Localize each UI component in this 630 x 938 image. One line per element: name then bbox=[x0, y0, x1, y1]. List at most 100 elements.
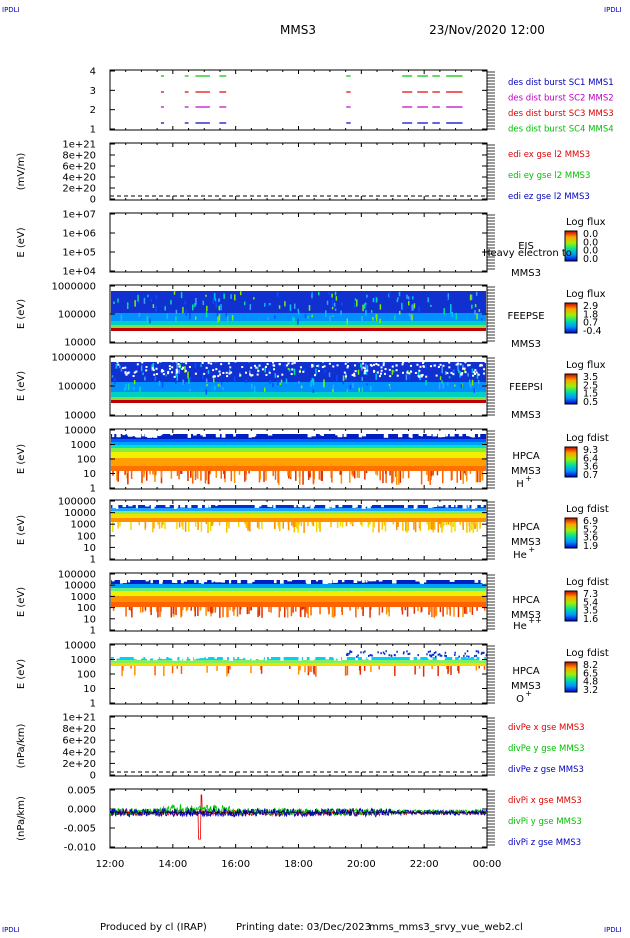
spectrogram-cell bbox=[175, 316, 177, 323]
spectrogram-cell bbox=[384, 522, 387, 532]
spectrogram-gap bbox=[401, 371, 404, 374]
spectrogram-gap bbox=[217, 375, 220, 378]
spectrogram-cell bbox=[300, 607, 302, 618]
spectrogram-cell bbox=[429, 607, 431, 613]
spectrogram-cell bbox=[483, 651, 485, 654]
y-tick-label: -0.005 bbox=[64, 824, 96, 835]
spectrogram-cell bbox=[297, 308, 299, 312]
colorbar-tick-label: 0.0 bbox=[583, 246, 598, 257]
spectrogram-cell bbox=[182, 306, 184, 314]
spectrogram-cell bbox=[363, 666, 366, 671]
spectrogram-gap bbox=[161, 359, 164, 362]
spectrogram-cell bbox=[368, 522, 371, 525]
spectrogram-gap bbox=[425, 375, 428, 378]
colorbar bbox=[564, 661, 578, 693]
spectrogram-cell bbox=[449, 522, 452, 526]
spectrogram-gap bbox=[273, 359, 276, 362]
spectrogram-cell bbox=[141, 471, 143, 484]
spectrogram-gap bbox=[162, 373, 165, 376]
spectrogram-gap bbox=[176, 370, 179, 373]
spectrogram-cell bbox=[233, 607, 235, 616]
spectrogram-gap bbox=[373, 363, 376, 366]
spectrogram-gap bbox=[159, 657, 164, 659]
spectrogram-gap bbox=[383, 372, 386, 375]
spectrogram-gap bbox=[230, 371, 233, 374]
spectrogram-cell bbox=[346, 666, 349, 676]
spectrogram-gap bbox=[332, 580, 338, 583]
spectrogram-cell bbox=[398, 291, 401, 297]
spectrogram-cell bbox=[377, 651, 379, 654]
spectrogram-cell bbox=[380, 652, 382, 655]
spectrogram-cell bbox=[431, 653, 433, 656]
spectrogram-cell bbox=[245, 471, 247, 481]
spectrogram-cell bbox=[206, 383, 208, 387]
spectrogram-gap bbox=[171, 580, 176, 583]
spectrogram-cell bbox=[312, 471, 315, 485]
spectrogram-gap bbox=[455, 363, 458, 366]
spectrogram-cell bbox=[478, 309, 481, 312]
spectrogram-gap bbox=[215, 434, 220, 438]
spectrogram-cell bbox=[223, 471, 225, 475]
spectrogram-cell bbox=[283, 607, 286, 618]
spectrogram-gap bbox=[193, 657, 197, 660]
spectrogram-gap bbox=[479, 363, 482, 366]
spectrogram-cell bbox=[404, 607, 407, 611]
spectrogram-gap bbox=[135, 434, 140, 438]
spectrogram-cell bbox=[392, 471, 395, 482]
spectrogram-cell bbox=[399, 471, 402, 483]
spectrogram-cell bbox=[176, 522, 178, 530]
spectrogram-cell bbox=[205, 522, 208, 525]
spectrogram-gap bbox=[272, 364, 275, 367]
spectrogram-cell bbox=[317, 364, 320, 368]
instrument-label: HPCA bbox=[512, 666, 540, 677]
colorbar-tick-label: 6.4 bbox=[583, 453, 598, 464]
spectrogram-cell bbox=[257, 366, 259, 373]
spectrogram-cell bbox=[214, 298, 217, 302]
y-axis-label: E (eV) bbox=[16, 444, 27, 474]
spectrogram-cell bbox=[259, 666, 262, 670]
spectrogram-gap bbox=[236, 358, 239, 361]
spectrogram-gap bbox=[448, 361, 451, 364]
spectrogram-cell bbox=[226, 522, 229, 526]
spectrogram-cell bbox=[467, 373, 469, 377]
spectrogram-gap bbox=[125, 373, 128, 376]
spectrogram-gap bbox=[141, 434, 145, 437]
species-label: O bbox=[516, 694, 524, 705]
legend-entry: des dist burst SC3 MMS3 bbox=[508, 109, 614, 119]
spectrogram-cell bbox=[307, 315, 310, 319]
spectrogram-gap bbox=[272, 361, 275, 364]
spectrogram-gap bbox=[449, 580, 455, 582]
spectrogram-cell bbox=[437, 653, 440, 656]
spectrogram-gap bbox=[370, 364, 373, 367]
spectrogram-cell bbox=[396, 299, 399, 303]
spectrogram-cell bbox=[267, 317, 269, 320]
spectrogram-gap bbox=[450, 371, 453, 374]
instrument-label: EIS bbox=[518, 241, 534, 252]
spectrogram-cell bbox=[429, 522, 431, 530]
spectrogram-cell bbox=[356, 471, 359, 478]
colorbar-tick-label: 0.5 bbox=[583, 397, 598, 408]
spectrogram-cell bbox=[433, 607, 435, 618]
spectrogram-cell bbox=[463, 607, 466, 614]
spectrogram-cell bbox=[165, 374, 167, 377]
spectrogram-cell bbox=[444, 654, 446, 657]
spectrogram-cell bbox=[127, 383, 130, 391]
spectrogram-gap bbox=[145, 369, 148, 372]
colorbar-tick-label: 4.8 bbox=[583, 677, 598, 688]
legend-entry: edi ex gse l2 MMS3 bbox=[508, 150, 590, 160]
spectrogram-gap bbox=[321, 360, 324, 363]
spectrogram-cell bbox=[321, 471, 323, 482]
spectrogram-cell bbox=[311, 291, 313, 299]
spectrogram-gap bbox=[182, 580, 188, 582]
spectrogram-cell bbox=[208, 471, 210, 475]
legend-entry: des dist burst SC2 MMS2 bbox=[508, 94, 614, 104]
spectrogram-gap bbox=[385, 359, 388, 362]
spectrogram-cell bbox=[326, 300, 329, 305]
spectrogram-cell bbox=[143, 297, 146, 304]
spectrogram-cell bbox=[430, 655, 433, 658]
y-tick-label: 2 bbox=[90, 105, 96, 116]
spectrogram-cell bbox=[180, 607, 183, 617]
spectrogram-cell bbox=[445, 522, 448, 525]
spectrogram-cell bbox=[407, 296, 410, 300]
spectrogram-cell bbox=[476, 522, 479, 532]
